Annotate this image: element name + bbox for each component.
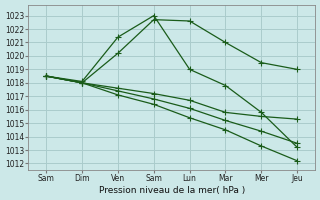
- X-axis label: Pression niveau de la mer( hPa ): Pression niveau de la mer( hPa ): [99, 186, 245, 195]
